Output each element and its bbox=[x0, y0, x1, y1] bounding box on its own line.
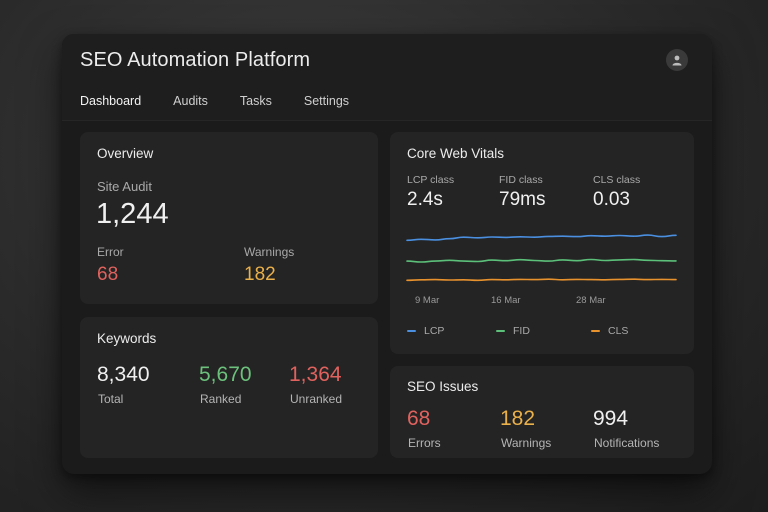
series-line-lcp bbox=[406, 234, 677, 242]
error-value: 68 bbox=[97, 264, 119, 285]
issues-warnings-value: 182 bbox=[500, 407, 536, 430]
warnings-label: Warnings bbox=[244, 245, 295, 259]
error-label: Error bbox=[97, 245, 124, 259]
legend-label-fid: FID bbox=[513, 325, 530, 337]
cls-metric-value: 0.03 bbox=[593, 189, 630, 210]
site-audit-label: Site Audit bbox=[97, 179, 152, 194]
overview-card: Overview Site Audit 1,244 Error 68 Warni… bbox=[80, 132, 378, 304]
lcp-metric-value: 2.4s bbox=[407, 189, 443, 210]
cls-metric-label: CLS class bbox=[593, 174, 641, 186]
nav-tabs: Dashboard Audits Tasks Settings bbox=[80, 94, 381, 108]
lcp-metric-label: LCP class bbox=[407, 174, 455, 186]
keywords-title: Keywords bbox=[97, 331, 157, 346]
keywords-total-value: 8,340 bbox=[97, 363, 150, 386]
site-audit-value: 1,244 bbox=[96, 198, 169, 230]
user-icon bbox=[672, 55, 682, 66]
issues-errors-label: Errors bbox=[408, 436, 441, 450]
keywords-unranked-label: Unranked bbox=[290, 392, 343, 406]
cwv-line-chart bbox=[406, 234, 677, 282]
legend-label-lcp: LCP bbox=[424, 325, 445, 337]
keywords-unranked-value: 1,364 bbox=[289, 363, 342, 386]
seo-issues-title: SEO Issues bbox=[407, 379, 479, 394]
avatar[interactable] bbox=[666, 49, 688, 71]
keywords-ranked-value: 5,670 bbox=[199, 363, 252, 386]
app-header: SEO Automation Platform Dashboard Audits… bbox=[62, 34, 712, 121]
keywords-card: Keywords 8,340 Total 5,670 Ranked 1,364 … bbox=[80, 317, 378, 458]
legend-fid: FID bbox=[496, 325, 530, 337]
tab-settings[interactable]: Settings bbox=[303, 94, 350, 108]
warnings-value: 182 bbox=[244, 264, 276, 285]
x-tick-label: 16 Mar bbox=[491, 295, 521, 306]
fid-metric-value: 79ms bbox=[499, 189, 546, 210]
keywords-ranked-label: Ranked bbox=[200, 392, 242, 406]
issues-errors-value: 68 bbox=[407, 407, 431, 430]
legend-swatch-lcp bbox=[407, 330, 416, 332]
overview-title: Overview bbox=[97, 146, 154, 161]
app-window: SEO Automation Platform Dashboard Audits… bbox=[62, 34, 712, 474]
app-title: SEO Automation Platform bbox=[80, 49, 311, 71]
tab-tasks[interactable]: Tasks bbox=[239, 94, 272, 108]
series-line-cls bbox=[406, 278, 677, 282]
issues-notifications-value: 994 bbox=[593, 407, 629, 430]
legend-swatch-fid bbox=[496, 330, 505, 332]
x-tick-label: 28 Mar bbox=[576, 295, 606, 306]
seo-issues-card: SEO Issues 68 Errors 182 Warnings 994 No… bbox=[390, 366, 694, 458]
legend-cls: CLS bbox=[591, 325, 628, 337]
fid-metric-label: FID class bbox=[499, 174, 543, 186]
legend-lcp: LCP bbox=[407, 325, 444, 337]
tab-audits[interactable]: Audits bbox=[173, 94, 208, 108]
legend-label-cls: CLS bbox=[608, 325, 629, 337]
core-web-vitals-card: Core Web Vitals LCP class 2.4s FID class… bbox=[390, 132, 694, 354]
keywords-total-label: Total bbox=[98, 392, 124, 406]
x-tick-label: 9 Mar bbox=[415, 295, 440, 306]
legend-swatch-cls bbox=[591, 330, 600, 332]
series-line-fid bbox=[406, 258, 677, 263]
issues-warnings-label: Warnings bbox=[501, 436, 552, 450]
cwv-title: Core Web Vitals bbox=[407, 146, 505, 161]
tab-dashboard[interactable]: Dashboard bbox=[80, 94, 142, 108]
issues-notifications-label: Notifications bbox=[594, 436, 660, 450]
